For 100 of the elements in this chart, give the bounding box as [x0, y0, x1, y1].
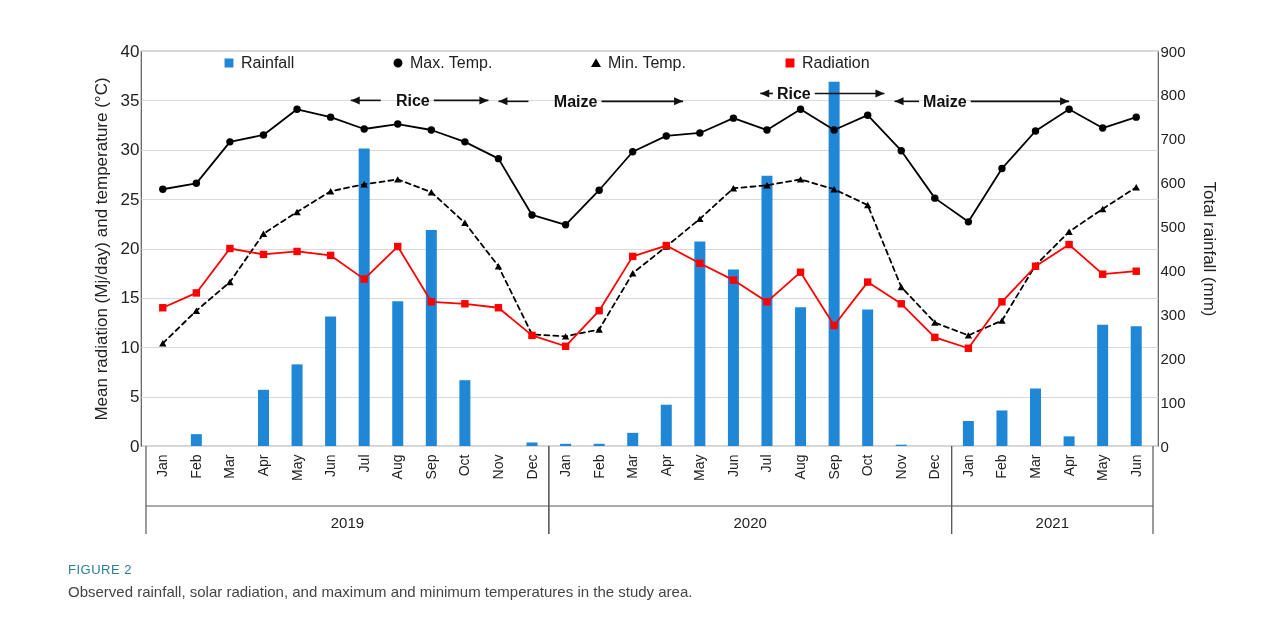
point [226, 244, 234, 253]
bar [459, 380, 471, 446]
y-tick-label: 10 [120, 337, 140, 357]
text: 2020 [733, 514, 767, 531]
x-tick-label: Sep [422, 454, 439, 480]
y2-tick-label: 400 [1160, 261, 1186, 279]
point [595, 326, 603, 333]
point [863, 111, 872, 119]
x-tick-label: Apr [657, 454, 674, 477]
point [863, 278, 872, 286]
text: 2021 [1035, 514, 1069, 531]
text: FIGURE 2 [68, 562, 133, 577]
bar [392, 301, 404, 446]
y-axis-title: Mean radiation (Mj/day) and temperature (°C) [91, 77, 111, 421]
point [1065, 240, 1073, 249]
y-tick-label: 25 [120, 189, 140, 209]
bar [593, 443, 605, 446]
point [931, 194, 939, 202]
x-tick-label: May [691, 454, 708, 481]
point [595, 307, 603, 315]
point [192, 289, 201, 297]
y-tick-label: 40 [120, 41, 140, 61]
y2-tick-label: 0 [1160, 437, 1169, 455]
y-tick-label: 5 [130, 387, 140, 407]
x-tick-label: Apr [254, 454, 271, 477]
point [763, 182, 771, 189]
point [1031, 127, 1040, 135]
y2-tick-label: 900 [1160, 42, 1186, 60]
bar [1030, 388, 1042, 446]
legend-label: Radiation [802, 54, 870, 71]
point [293, 208, 301, 216]
y2-tick-label: 300 [1160, 305, 1186, 323]
y2-tick-label: 100 [1160, 393, 1186, 411]
y-tick-label: 30 [120, 140, 140, 160]
point [394, 120, 402, 128]
point [494, 154, 503, 163]
bar [761, 175, 773, 446]
legend-label: Rainfall [241, 54, 295, 71]
point [998, 298, 1006, 306]
legend-label: Max. Temp. [410, 54, 493, 71]
annotation: Maize [923, 92, 967, 110]
bar [627, 432, 639, 446]
x-tick-label: Dec [523, 454, 540, 480]
point [360, 275, 368, 283]
x-tick-label: Apr [1060, 454, 1077, 477]
x-tick-label: Aug [389, 454, 406, 480]
point [226, 138, 234, 146]
x-tick-label: Jun [724, 454, 741, 478]
point [259, 131, 268, 139]
point [427, 126, 436, 134]
point [528, 211, 536, 219]
bar [962, 420, 974, 446]
point [259, 230, 268, 237]
bar [257, 389, 269, 446]
x-tick-label: May [288, 454, 305, 481]
point [897, 147, 905, 155]
point [561, 221, 570, 229]
point [696, 259, 704, 268]
point [696, 215, 704, 223]
x-tick-label: Mar [1027, 454, 1044, 479]
point [1065, 228, 1073, 235]
bar [694, 241, 706, 446]
point [696, 129, 704, 137]
bar [996, 410, 1008, 446]
point [192, 307, 201, 314]
point [796, 176, 805, 183]
bar [795, 307, 807, 446]
point [964, 332, 973, 339]
point [326, 113, 335, 121]
point [796, 105, 805, 113]
point [461, 219, 469, 227]
point [293, 247, 301, 256]
point [394, 176, 402, 183]
point [931, 319, 939, 326]
point [763, 298, 771, 306]
x-tick-label: Jan [959, 454, 976, 478]
text: Observed rainfall, solar radiation, and maximum and minimum temperatures in the study area. [68, 583, 693, 600]
y2-tick-label: 800 [1160, 86, 1186, 104]
legend-label: Min. Temp. [608, 54, 686, 71]
x-tick-label: Feb [590, 454, 607, 479]
point [360, 181, 368, 188]
point [561, 333, 570, 340]
point [159, 185, 167, 193]
bar [1097, 324, 1109, 446]
bar [1130, 326, 1142, 446]
y-tick-label: 15 [120, 288, 140, 308]
annotation: Rice [395, 91, 430, 109]
point [192, 179, 201, 188]
x-tick-label: Nov [892, 454, 909, 480]
point [595, 186, 603, 194]
x-tick-label: Nov [489, 454, 506, 480]
point [763, 126, 771, 134]
point [998, 317, 1006, 324]
y2-axis-title: Total rainfall (mm) [1199, 181, 1219, 317]
point [1098, 124, 1107, 132]
point [729, 114, 738, 122]
y-tick-label: 0 [130, 436, 140, 456]
y2-tick-label: 700 [1160, 130, 1186, 148]
y-tick-label: 20 [120, 239, 140, 258]
x-tick-label: Dec [926, 454, 943, 480]
